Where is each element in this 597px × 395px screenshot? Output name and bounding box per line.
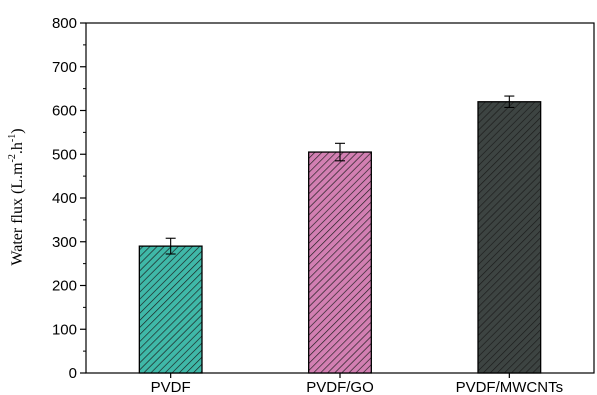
y-tick-label: 100: [52, 321, 77, 338]
bar-pvdf-mwcnts: [477, 101, 542, 374]
x-tick-label: PVDF: [151, 379, 191, 395]
y-tick-label: 200: [52, 278, 77, 295]
y-tick-label: 700: [52, 59, 77, 76]
y-axis: 0 100 200 300 400 500 600 700 800: [52, 15, 86, 382]
bar-pvdf-go: [308, 151, 372, 374]
y-tick-label: 0: [69, 365, 77, 382]
x-axis: PVDF PVDF/GO PVDF/MWCNTs: [151, 373, 563, 395]
y-axis-label: Water flux (L.m-2.h-1): [7, 128, 26, 265]
y-tick-label: 300: [52, 234, 77, 251]
y-tick-label: 800: [52, 15, 77, 32]
x-tick-label: PVDF/MWCNTs: [456, 379, 564, 395]
y-tick-label: 400: [52, 190, 77, 207]
y-tick-label: 600: [52, 103, 77, 120]
y-tick-label: 500: [52, 146, 77, 163]
bars: [138, 95, 542, 374]
x-tick-label: PVDF/GO: [306, 379, 374, 395]
bar-pvdf: [138, 245, 203, 374]
